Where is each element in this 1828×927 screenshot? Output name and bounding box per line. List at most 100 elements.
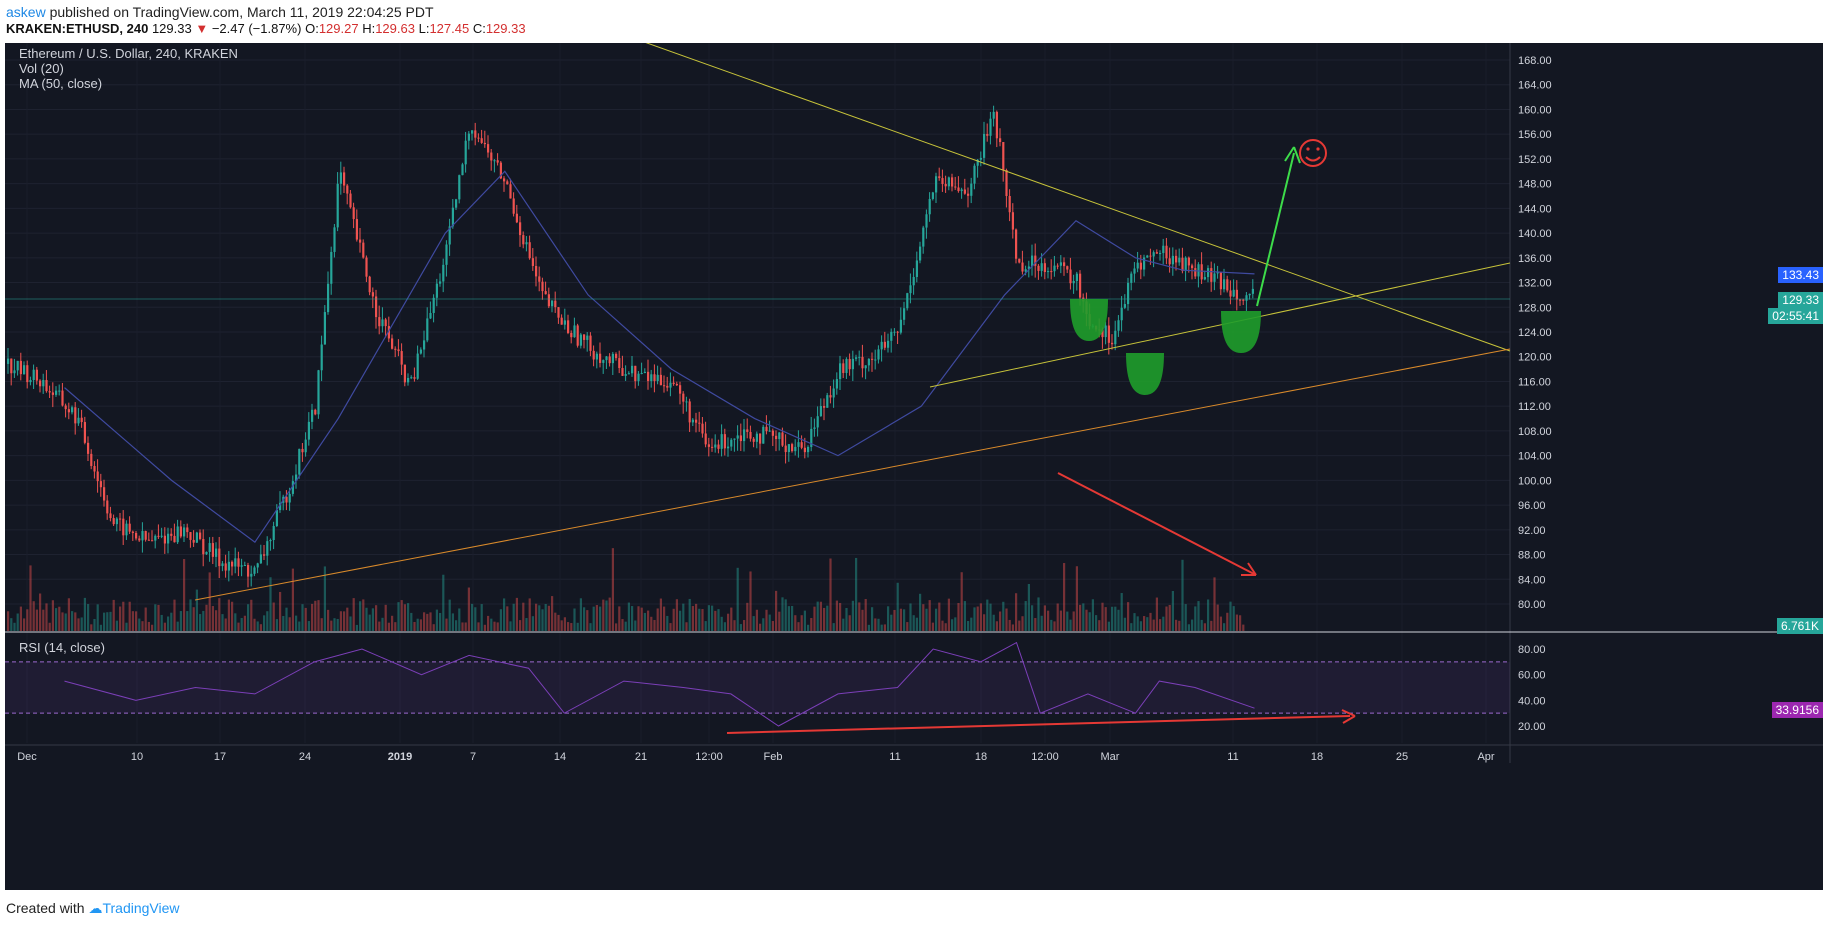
volume-bar [922, 604, 925, 631]
volume-bar [234, 613, 237, 631]
candle-body [691, 419, 694, 423]
candle-body [1242, 299, 1245, 301]
volume-bar [867, 624, 870, 631]
candle-body [327, 283, 330, 313]
candle-body [983, 133, 986, 158]
candle-body [999, 138, 1002, 143]
volume-bar [691, 606, 694, 631]
volume-bar [749, 571, 752, 631]
volume-bar [295, 615, 298, 631]
candle-body [931, 192, 934, 199]
candle-body [627, 373, 630, 375]
candle-body [547, 294, 550, 307]
candle-body [387, 326, 390, 339]
candle-body [1171, 255, 1174, 265]
candle-body [103, 487, 106, 501]
volume-bar [480, 604, 483, 631]
candle-body [864, 365, 867, 369]
volume-bar [237, 622, 240, 631]
chart-svg[interactable]: 80.0084.0088.0092.0096.00100.00104.00108… [5, 43, 1823, 890]
volume-bar [781, 597, 784, 631]
candle-body [1219, 272, 1222, 290]
volume-bar [663, 606, 666, 631]
candle-body [679, 385, 682, 394]
rsi-up-arrow-line [726, 715, 1351, 734]
candle-body [451, 207, 454, 227]
volume-bar [391, 615, 394, 631]
candle-body [957, 187, 960, 192]
volume-bar [336, 618, 339, 631]
candle-body [643, 371, 646, 374]
tradingview-brand[interactable]: TradingView [102, 900, 180, 916]
candle-body [899, 319, 902, 333]
candle-body [384, 319, 387, 327]
candle-body [362, 242, 365, 258]
volume-bar [381, 617, 384, 631]
smiley-mouth-icon [1305, 156, 1321, 162]
candle-body [275, 510, 278, 527]
candle-body [32, 369, 35, 381]
candle-body [227, 561, 230, 571]
candle-body [250, 573, 253, 577]
volume-bar [1171, 590, 1174, 631]
candle-body [714, 444, 717, 448]
candle-body [138, 538, 141, 541]
candle-body [746, 429, 749, 432]
volume-bar [423, 612, 426, 631]
volume-bar [1162, 616, 1165, 631]
candle-body [381, 319, 384, 327]
volume-bar [989, 603, 992, 631]
volume-bar [147, 621, 150, 631]
price-tick-label: 84.00 [1518, 574, 1546, 586]
candle-body [474, 130, 477, 138]
volume-bar [179, 611, 182, 631]
volume-bar [685, 622, 688, 631]
candle-body [368, 276, 371, 293]
volume-bar [995, 621, 998, 631]
volume-bar [640, 607, 643, 631]
volume-bar [551, 596, 554, 631]
volume-bar [736, 567, 739, 631]
volume-bar [224, 618, 227, 631]
volume-bar [80, 617, 83, 631]
candle-body [733, 438, 736, 440]
author-link[interactable]: askew [6, 4, 46, 20]
candle-body [1229, 290, 1232, 297]
volume-bar [813, 606, 816, 631]
candle-body [967, 193, 970, 196]
candle-body [426, 318, 429, 341]
volume-bar [915, 617, 918, 631]
candle-body [243, 565, 246, 567]
price-tick-label: 112.00 [1518, 401, 1551, 413]
candle-body [522, 235, 525, 245]
candle-body [115, 518, 118, 525]
candle-body [35, 369, 38, 381]
candle-body [90, 453, 93, 467]
volume-bar [19, 606, 22, 631]
tradingview-logo-icon[interactable]: ☁ [88, 900, 103, 916]
volume-bar [1133, 613, 1136, 631]
candle-body [970, 183, 973, 196]
candle-body [893, 331, 896, 333]
volume-bar [42, 609, 45, 631]
candle-body [1043, 263, 1046, 273]
candle-body [890, 331, 893, 341]
candle-body [429, 312, 432, 319]
volume-bar [1200, 619, 1203, 631]
volume-bar [634, 620, 637, 631]
candle-body [739, 435, 742, 442]
candle-body [272, 526, 275, 541]
volume-bar [963, 601, 966, 631]
volume-bar [541, 609, 544, 631]
candle-body [1197, 264, 1200, 277]
candle-body [490, 152, 493, 161]
volume-bar [445, 618, 448, 631]
candle-body [183, 527, 186, 537]
candle-body [323, 312, 326, 345]
volume-bar [67, 598, 70, 631]
candle-body [407, 377, 410, 383]
candle-body [186, 527, 189, 533]
volume-bar [698, 608, 701, 631]
chart-area[interactable]: 80.00 84.00 88.00 92.00 96.00 100.00 104.00 108… [5, 43, 1823, 890]
volume-bar [375, 605, 378, 631]
